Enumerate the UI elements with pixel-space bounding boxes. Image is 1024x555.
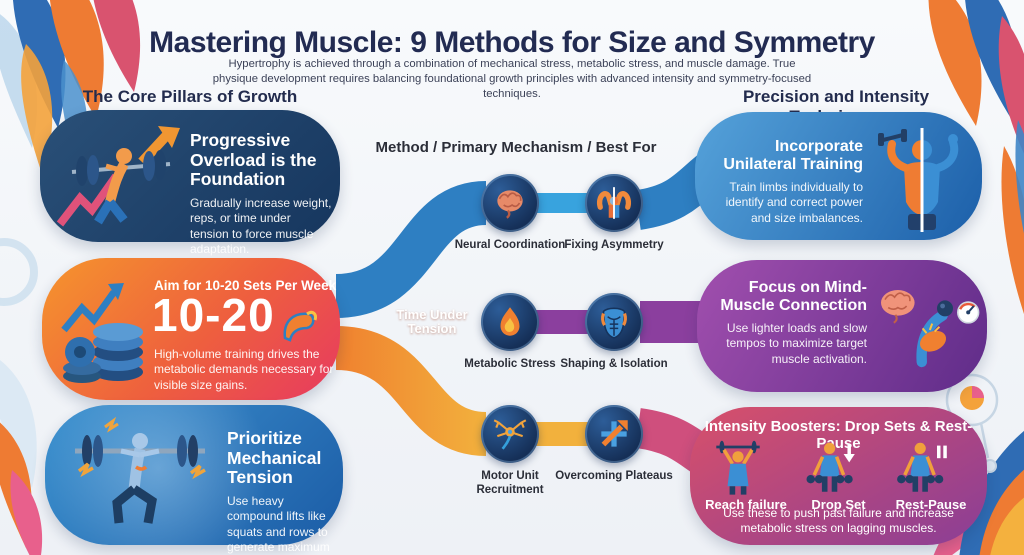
weight-plates-growth-chart-icon <box>61 283 143 383</box>
squat-barbell-tension-bolts-icon <box>75 416 206 524</box>
technique-row: Reach failure Drop Set <box>702 440 975 512</box>
double-bicep-split-icon <box>596 187 632 219</box>
breakthrough-arrow-icon <box>601 420 628 447</box>
page-title: Mastering Muscle: 9 Methods for Size and… <box>149 26 875 60</box>
node-metabolic-stress <box>481 293 539 351</box>
technique-rest-pause: Rest-Pause <box>887 440 975 512</box>
brain-icon <box>497 190 523 219</box>
page-subtitle: Hypertrophy is achieved through a combin… <box>212 58 812 101</box>
mechanism-label: Metabolic Stress <box>464 358 556 370</box>
flexed-bicep-icon <box>283 310 317 342</box>
squat-barbell-growth-arrow-icon <box>56 126 180 227</box>
drop-set-figure-icon <box>806 442 855 492</box>
decoration-left-middle <box>0 238 43 555</box>
card-body: High-volume training drives the metaboli… <box>154 347 334 392</box>
node-shaping-isolation <box>585 293 643 351</box>
technique-drop-set: Drop Set <box>795 440 883 512</box>
node-motor-unit-recruitment <box>481 405 539 463</box>
card-title: Aim for 10-20 Sets Per Week <box>154 278 337 293</box>
card-mechanical-tension: Prioritize Mechanical Tension Use heavy … <box>45 405 343 554</box>
mechanism-label: Neural Coordination <box>454 239 566 251</box>
mechanism-label: Motor Unit Recruitment <box>476 470 544 496</box>
card-body: Train limbs individually to identify and… <box>725 179 863 225</box>
card-intensity-boosters: Intensity Boosters: Drop Sets & Rest-Pau… <box>690 407 987 545</box>
left-section-header: The Core Pillars of Growth <box>82 87 298 106</box>
card-progressive-overload: Progressive Overload is the Foundation G… <box>40 110 340 256</box>
time-under-tension-ribbon-label: Time Under Tension <box>396 307 468 337</box>
rest-pause-figure-icon <box>897 442 947 492</box>
technique-label: Drop Set <box>811 497 866 512</box>
best-for-label: Fixing Asymmetry <box>564 239 664 251</box>
overhead-barbell-figure-icon <box>716 440 760 495</box>
card-body: Use these to push past failure and incre… <box>723 506 954 535</box>
big-number: 10-20 <box>152 289 275 341</box>
card-unilateral-training: Incorporate Unilateral Training Train li… <box>695 112 982 240</box>
card-body: Use lighter loads and slow tempos to max… <box>726 320 867 366</box>
card-title: Focus on Mind-Muscle Connection <box>720 279 867 314</box>
node-fixing-asymmetry <box>585 174 643 232</box>
card-mind-muscle-connection: Focus on Mind-Muscle Connection Use ligh… <box>697 260 987 392</box>
method-legend: Method / Primary Mechanism / Best For <box>375 139 657 156</box>
card-body: Use heavy compound lifts like squats and… <box>227 493 330 554</box>
split-color-dumbbell-press-icon <box>878 128 959 232</box>
best-for-label: Overcoming Plateaus <box>555 470 673 482</box>
card-body: Gradually increase weight, reps, or time… <box>190 195 332 256</box>
node-neural-coordination <box>481 174 539 232</box>
card-title: Prioritize Mechanical Tension <box>227 428 322 488</box>
flame-icon <box>500 307 520 336</box>
technique-label: Reach failure <box>705 497 787 512</box>
node-overcoming-plateaus <box>585 405 643 463</box>
card-title: Incorporate Unilateral Training <box>723 138 863 173</box>
best-for-label: Shaping & Isolation <box>560 358 668 370</box>
muscular-torso-icon <box>601 307 627 339</box>
motor-neuron-icon <box>493 419 527 450</box>
card-weekly-volume: Aim for 10-20 Sets Per Week 10-20 High-v… <box>42 258 340 400</box>
card-title: Progressive Overload is the Foundation <box>190 130 317 190</box>
technique-reach-failure: Reach failure <box>702 440 790 512</box>
brain-bicep-gauge-icon <box>881 290 980 368</box>
